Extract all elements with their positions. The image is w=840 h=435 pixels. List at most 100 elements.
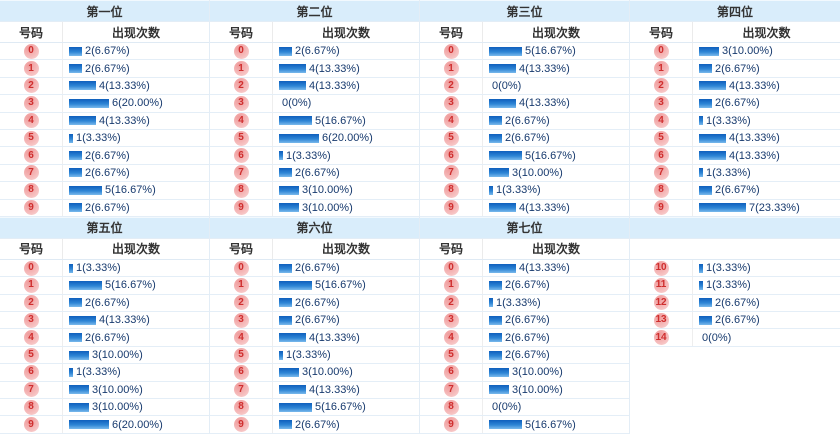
frequency-row: 8 5(16.67%) [0, 182, 209, 200]
count-cell: 4(13.33%) [63, 312, 209, 328]
frequency-label: 2(6.67%) [295, 418, 340, 431]
count-cell: 2(6.67%) [63, 147, 209, 163]
frequency-row: 12 2(6.67%) [630, 294, 840, 313]
number-cell: 4 [630, 112, 693, 129]
number-badge: 9 [23, 417, 39, 433]
count-cell: 4(13.33%) [693, 147, 840, 163]
frequency-label: 0(0%) [282, 97, 312, 110]
frequency-bar [699, 315, 712, 325]
number-cell: 10 [630, 259, 693, 277]
number-cell: 6 [210, 364, 273, 381]
frequency-bar [69, 367, 73, 377]
count-cell: 3(10.00%) [273, 200, 419, 216]
frequency-bar [69, 263, 73, 273]
number-cell: 1 [210, 60, 273, 77]
frequency-row: 2 2(6.67%) [0, 294, 209, 313]
frequency-rows: 0 4(13.33%) 1 2(6.67%) 2 1(3.33%) 3 2(6.67%) 4 2(… [420, 259, 629, 434]
frequency-label: 0(0%) [492, 401, 522, 414]
position-panel-5: 第五位 号码 出现次数 0 1(3.33%) 1 5(16.67%) 2 2(6.67%)… [0, 216, 210, 434]
frequency-rows: 0 3(10.00%) 1 2(6.67%) 2 4(13.33%) 3 2(6.67%) 4 1… [630, 43, 840, 217]
count-cell: 4(13.33%) [483, 95, 629, 111]
frequency-row: 8 3(10.00%) [210, 182, 419, 200]
panel-title: 第二位 [210, 0, 419, 22]
frequency-bar [279, 385, 306, 395]
number-badge: 6 [23, 364, 39, 380]
frequency-bar [489, 98, 516, 108]
number-cell: 0 [630, 43, 693, 60]
number-cell: 2 [420, 294, 483, 312]
number-cell: 1 [0, 60, 63, 77]
panel-title: 第五位 [0, 216, 209, 239]
frequency-bar [489, 367, 509, 377]
frequency-label: 6(20.00%) [322, 132, 373, 145]
number-cell: 0 [0, 43, 63, 60]
number-column-header: 号码 [420, 22, 483, 42]
number-cell: 9 [210, 416, 273, 433]
number-cell: 6 [630, 147, 693, 164]
frequency-label: 2(6.67%) [505, 279, 550, 292]
count-cell: 0(0%) [693, 329, 840, 345]
frequency-bar [699, 185, 712, 195]
count-cell: 2(6.67%) [693, 60, 840, 76]
count-cell: 1(3.33%) [693, 165, 840, 181]
count-cell: 6(20.00%) [63, 416, 209, 432]
frequency-row: 5 2(6.67%) [420, 129, 629, 148]
frequency-label: 2(6.67%) [715, 296, 760, 309]
frequency-bar [489, 203, 516, 213]
number-cell: 4 [420, 112, 483, 129]
frequency-row: 6 4(13.33%) [630, 147, 840, 165]
panel-title: 第六位 [210, 216, 419, 239]
number-badge: 6 [443, 148, 459, 164]
number-badge: 8 [23, 399, 39, 415]
frequency-bar [69, 133, 73, 143]
count-cell: 2(6.67%) [63, 60, 209, 76]
count-cell: 1(3.33%) [273, 347, 419, 363]
number-badge: 1 [653, 61, 669, 77]
number-badge: 1 [23, 61, 39, 77]
number-cell: 2 [210, 294, 273, 312]
number-cell: 0 [420, 43, 483, 60]
panel-title: 第一位 [0, 0, 209, 22]
number-badge: 8 [233, 399, 249, 415]
column-header-row: 号码 出现次数 [0, 238, 209, 260]
frequency-label: 1(3.33%) [496, 296, 541, 309]
number-column-header: 号码 [0, 238, 63, 259]
number-badge: 2 [233, 295, 249, 311]
number-badge: 7 [233, 165, 249, 181]
number-cell: 5 [420, 346, 483, 364]
frequency-row: 8 0(0%) [420, 399, 629, 417]
frequency-label: 4(13.33%) [309, 331, 360, 344]
number-badge: 6 [653, 148, 669, 164]
frequency-bar [699, 280, 703, 290]
number-column-header: 号码 [0, 22, 63, 42]
frequency-label: 2(6.67%) [85, 201, 130, 214]
frequency-bar [279, 133, 319, 143]
frequency-label: 1(3.33%) [76, 366, 121, 379]
number-cell: 2 [0, 77, 63, 95]
count-cell: 2(6.67%) [483, 277, 629, 293]
number-badge: 2 [23, 78, 39, 94]
number-cell: 11 [630, 277, 693, 294]
count-cell: 5(16.67%) [63, 277, 209, 293]
frequency-bar [279, 280, 312, 290]
frequency-row: 0 2(6.67%) [210, 259, 419, 278]
count-cell: 2(6.67%) [63, 43, 209, 59]
frequency-row: 7 3(10.00%) [420, 381, 629, 400]
frequency-label: 4(13.33%) [519, 62, 570, 75]
number-badge: 0 [23, 260, 39, 276]
frequency-label: 0(0%) [702, 331, 732, 344]
frequency-label: 6(20.00%) [112, 418, 163, 431]
count-cell: 4(13.33%) [483, 260, 629, 276]
frequency-row: 1 5(16.67%) [0, 277, 209, 295]
frequency-bar [489, 280, 502, 290]
number-cell: 9 [420, 199, 483, 216]
frequency-label: 4(13.33%) [729, 79, 780, 92]
frequency-row: 4 1(3.33%) [630, 112, 840, 130]
frequency-bar [489, 333, 502, 343]
number-cell: 14 [630, 329, 693, 346]
frequency-bar [69, 350, 89, 360]
frequency-bar [489, 185, 493, 195]
number-cell: 3 [630, 95, 693, 112]
number-cell: 1 [0, 277, 63, 294]
frequency-row: 4 5(16.67%) [210, 112, 419, 130]
